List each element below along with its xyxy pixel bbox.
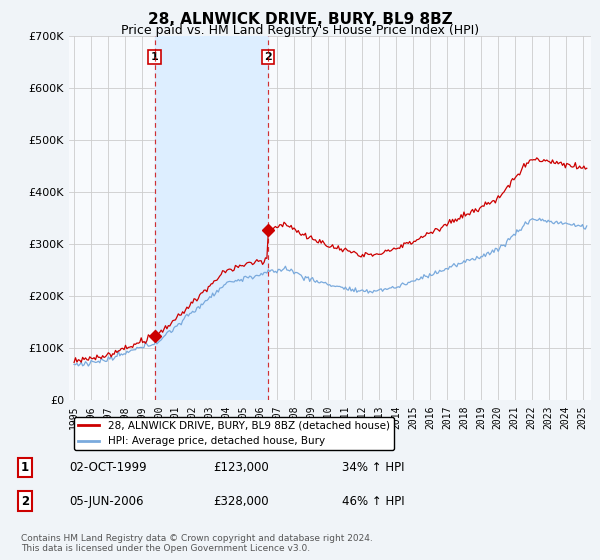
Text: 1: 1 xyxy=(21,461,29,474)
Text: 02-OCT-1999: 02-OCT-1999 xyxy=(69,461,146,474)
Bar xyxy=(155,36,268,400)
Text: Contains HM Land Registry data © Crown copyright and database right 2024.
This d: Contains HM Land Registry data © Crown c… xyxy=(21,534,373,553)
Text: £123,000: £123,000 xyxy=(213,461,269,474)
Text: 46% ↑ HPI: 46% ↑ HPI xyxy=(342,494,404,508)
Text: 2: 2 xyxy=(264,52,272,62)
Text: 05-JUN-2006: 05-JUN-2006 xyxy=(69,494,143,508)
Text: 28, ALNWICK DRIVE, BURY, BL9 8BZ: 28, ALNWICK DRIVE, BURY, BL9 8BZ xyxy=(148,12,452,27)
Text: 1: 1 xyxy=(151,52,158,62)
Text: Price paid vs. HM Land Registry's House Price Index (HPI): Price paid vs. HM Land Registry's House … xyxy=(121,24,479,36)
Legend: 28, ALNWICK DRIVE, BURY, BL9 8BZ (detached house), HPI: Average price, detached : 28, ALNWICK DRIVE, BURY, BL9 8BZ (detach… xyxy=(74,417,394,450)
Text: 2: 2 xyxy=(21,494,29,508)
Text: £328,000: £328,000 xyxy=(213,494,269,508)
Text: 34% ↑ HPI: 34% ↑ HPI xyxy=(342,461,404,474)
